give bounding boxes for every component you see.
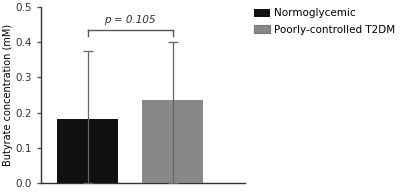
Y-axis label: Butyrate concentration (mM): Butyrate concentration (mM) <box>3 24 13 166</box>
Text: p = 0.105: p = 0.105 <box>104 16 156 26</box>
Legend: Normoglycemic, Poorly-controlled T2DM: Normoglycemic, Poorly-controlled T2DM <box>254 8 395 35</box>
Bar <box>142 100 203 183</box>
Bar <box>57 119 118 183</box>
